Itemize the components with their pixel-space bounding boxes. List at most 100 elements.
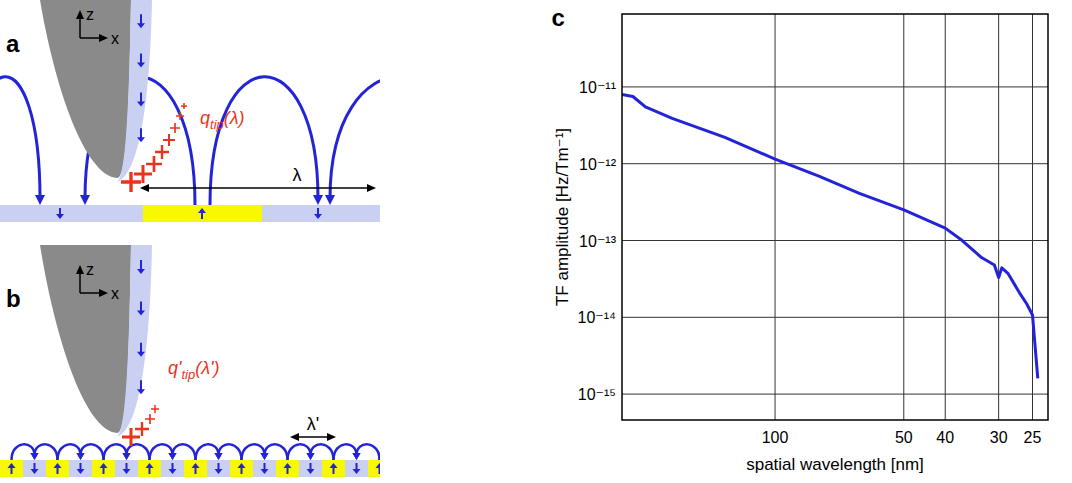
moment-arrow-shaft <box>140 93 142 103</box>
field-line <box>265 444 288 460</box>
domain-down <box>115 460 138 477</box>
charge-argument: (λ) <box>224 108 245 128</box>
field-line <box>380 444 381 460</box>
tick-label-x: 25 <box>1024 429 1042 446</box>
field-line-head <box>35 195 45 205</box>
field-line <box>334 444 357 460</box>
tip-coating <box>117 0 152 182</box>
moment-arrow-head <box>169 469 177 474</box>
field-line-head <box>353 453 361 460</box>
domain-down <box>23 460 46 477</box>
panel-letter: b <box>6 285 21 312</box>
domain-down <box>299 460 322 477</box>
domain-down <box>161 460 184 477</box>
grid-line-x <box>945 14 946 420</box>
axis-x <box>80 37 102 39</box>
moment-arrow-shaft <box>80 463 82 470</box>
moment-arrow-shaft <box>241 467 243 474</box>
tip-coating <box>117 245 152 437</box>
moment-arrow-head <box>146 463 154 468</box>
field-line-head <box>123 453 131 460</box>
field-line <box>330 77 380 205</box>
field-line-head <box>77 453 85 460</box>
domain-up <box>138 460 161 477</box>
grid-line-y <box>622 317 1048 318</box>
moment-arrow-head <box>330 463 338 468</box>
moment-arrow-head <box>284 463 292 468</box>
field-line-head <box>313 195 323 205</box>
tip <box>40 0 131 178</box>
diagram-body <box>0 77 380 222</box>
charge-label: q'tip(λ') <box>168 358 219 382</box>
field-line-head <box>307 453 315 460</box>
domain-up <box>230 460 253 477</box>
moment-arrow-head <box>137 102 145 107</box>
axis-title-x: spatial wavelength [nm] <box>746 455 924 474</box>
field-line <box>219 444 242 460</box>
moment-arrow-shaft <box>57 467 59 474</box>
axis-z <box>79 271 81 293</box>
plot-frame <box>622 14 1048 420</box>
grid-line-x <box>1032 14 1033 420</box>
moment-arrow-shaft <box>126 463 128 470</box>
domain-up <box>92 460 115 477</box>
moment-arrow-head <box>123 469 131 474</box>
moment-arrow-head <box>77 469 85 474</box>
field-line-head <box>169 453 177 460</box>
moment-arrow-shaft <box>140 301 142 311</box>
moment-arrow-shaft <box>140 14 142 24</box>
moment-arrow-shaft <box>59 208 61 215</box>
panel-letter: a <box>6 30 20 57</box>
axis-z-head <box>76 10 84 19</box>
field-line <box>311 444 334 460</box>
moment-arrow-head <box>353 469 361 474</box>
moment-arrow-head <box>307 469 315 474</box>
moment-arrow-head <box>198 208 206 213</box>
diagram-body <box>0 444 380 477</box>
diagram-panel-b: q'tip(λ')λ'zxb <box>0 245 407 477</box>
moment-arrow-head <box>56 214 64 219</box>
tick-label-x: 40 <box>936 429 954 446</box>
tick-label-y: 10⁻¹³ <box>579 233 617 250</box>
field-line <box>12 444 35 460</box>
field-line-head <box>31 453 39 460</box>
moment-arrow-head <box>215 469 223 474</box>
field-line <box>357 444 380 460</box>
moment-arrow-shaft <box>379 467 381 474</box>
tick-label-x: 50 <box>895 429 913 446</box>
domain-down <box>253 460 276 477</box>
moment-arrow-shaft <box>172 463 174 470</box>
grid-line-y <box>622 394 1048 395</box>
domain-up <box>0 460 23 477</box>
field-line-head <box>261 453 269 460</box>
moment-arrow-shaft <box>34 463 36 470</box>
moment-arrow-shaft <box>195 467 197 474</box>
field-line <box>173 444 196 460</box>
field-line-head <box>261 453 269 460</box>
moment-arrow-head <box>314 214 322 219</box>
axis-title-y: TF amplitude [Hz/Tm⁻¹] <box>553 128 572 306</box>
domain-down <box>345 460 368 477</box>
charge <box>170 123 180 133</box>
tick-label-x: 100 <box>762 429 789 446</box>
charge <box>176 112 184 120</box>
charge <box>163 134 175 146</box>
charge-argument: (λ') <box>195 358 219 378</box>
domain-up <box>46 460 69 477</box>
field-line <box>81 444 104 460</box>
field-line <box>150 444 173 460</box>
moment-arrow-head <box>137 352 145 357</box>
tick-label-y: 10⁻¹⁴ <box>578 309 617 326</box>
axis-x-head <box>99 34 108 42</box>
moment-arrow-head <box>238 463 246 468</box>
moment-arrow-shaft <box>201 212 203 219</box>
domain-up <box>322 460 345 477</box>
moment-arrow-head <box>8 463 16 468</box>
grid-line-x <box>903 14 904 420</box>
charge <box>145 414 155 424</box>
tick-label-y: 10⁻¹² <box>579 156 617 173</box>
field-line-head <box>31 453 39 460</box>
moment-arrow-shaft <box>140 53 142 63</box>
wavelength-label: λ' <box>307 414 319 434</box>
diagram-panel-a: qtip(λ)λzxa <box>0 0 470 222</box>
